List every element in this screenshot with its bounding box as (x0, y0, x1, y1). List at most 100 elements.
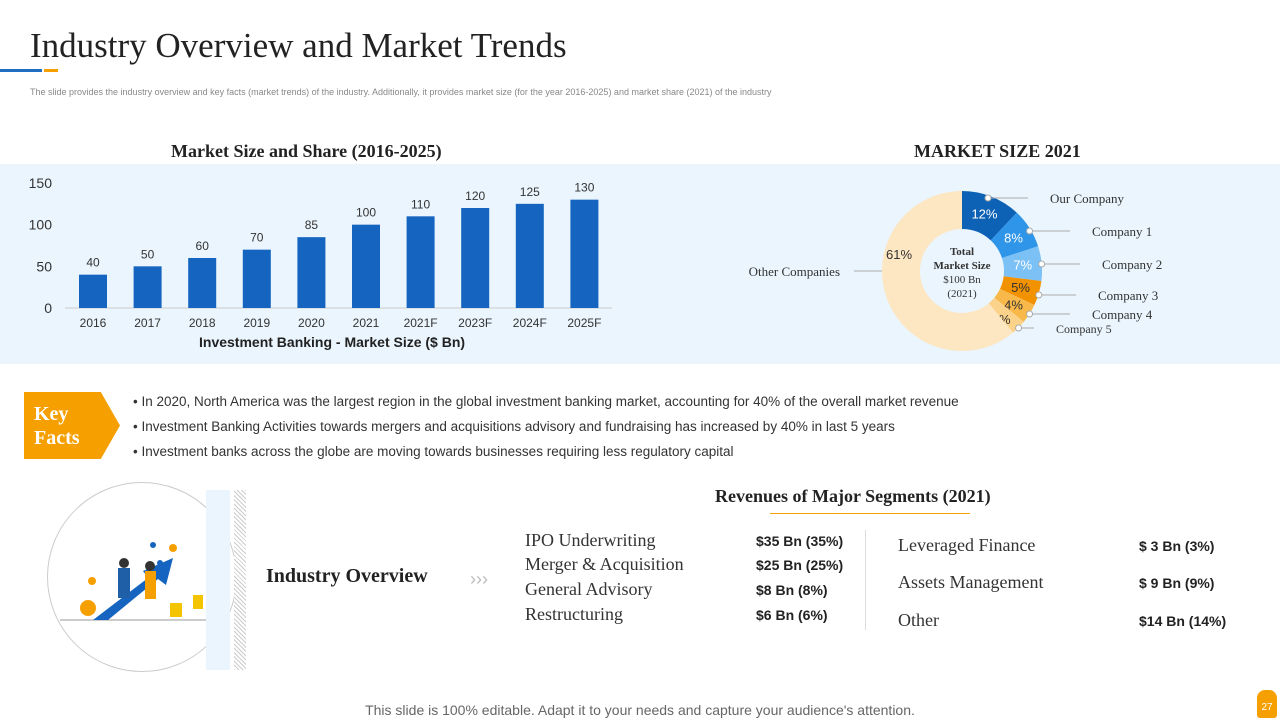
page-subtitle: The slide provides the industry overview… (30, 87, 772, 97)
segment-value: $35 Bn (35%) (756, 533, 844, 549)
segment-name: General Advisory (525, 579, 653, 599)
leader-dot (984, 194, 992, 202)
bar (406, 216, 435, 308)
page-title: Industry Overview and Market Trends (30, 26, 567, 65)
key-fact-text: Investment banks across the globe are mo… (141, 444, 734, 459)
donut-slice (988, 297, 1024, 333)
bar-data-label: 120 (465, 189, 485, 203)
x-tick-label: 2021 (353, 316, 380, 330)
divider-panel (206, 490, 230, 670)
segment-value: $8 Bn (8%) (756, 582, 828, 598)
slice-percent-label: 8% (1004, 230, 1023, 245)
segment-value: $6 Bn (6%) (756, 607, 828, 623)
chevrons-icon: ››› (470, 569, 488, 589)
y-tick-label: 100 (29, 217, 53, 233)
slice-name-label: Other Companies (749, 264, 840, 279)
segment-name: Merger & Acquisition (525, 554, 684, 574)
slice-name-label: Company 5 (1056, 322, 1112, 336)
slice-name-label: Our Company (1050, 191, 1125, 206)
business-growth-illustration (60, 542, 218, 621)
bar (79, 274, 107, 308)
segment-name: Restructuring (525, 604, 623, 624)
segments-title: Revenues of Major Segments (2021) (715, 486, 991, 506)
segment-name: Leveraged Finance (898, 535, 1036, 555)
bar (352, 224, 380, 308)
leader-dot (1035, 291, 1043, 299)
center-label: (2021) (947, 288, 977, 300)
bar-chart-xlabel: Investment Banking - Market Size ($ Bn) (199, 334, 466, 350)
key-fact-1: • In 2020, North America was the largest… (133, 394, 959, 409)
bar-data-label: 40 (86, 256, 100, 270)
slice-percent-label: 4% (1004, 298, 1023, 313)
footer-note: This slide is 100% editable. Adapt it to… (365, 702, 915, 718)
bar-data-label: 125 (520, 185, 540, 199)
key-fact-3: • Investment banks across the globe are … (133, 444, 734, 459)
center-label: $100 Bn (943, 274, 981, 286)
donut-slice (1001, 246, 1042, 282)
bar (188, 258, 217, 308)
segment-value: $14 Bn (14%) (1139, 613, 1227, 629)
slice-name-label: Company 3 (1098, 288, 1158, 303)
center-label: Total (950, 246, 974, 258)
key-fact-text: In 2020, North America was the largest r… (141, 394, 959, 409)
donut-slice (990, 212, 1039, 259)
bar-chart-title: Market Size and Share (2016-2025) (171, 141, 442, 161)
x-tick-label: 2017 (134, 316, 161, 330)
center-label: Market Size (933, 260, 990, 272)
x-tick-label: 2023F (458, 316, 492, 330)
segment-name: Assets Management (898, 572, 1044, 592)
slice-name-label: Company 2 (1102, 257, 1162, 272)
leader-dot (1038, 260, 1046, 268)
key-facts-badge: Key Facts (24, 392, 120, 459)
industry-overview-heading: Industry Overview (266, 565, 428, 587)
x-tick-label: 2024F (513, 316, 547, 330)
bar-data-label: 50 (141, 247, 155, 261)
x-tick-label: 2018 (189, 316, 216, 330)
bar-chart: 0 50 100 150 40 2016 50 2017 60 2018 70 2019 85 2020 1… (29, 175, 612, 330)
bar (515, 203, 544, 308)
slice-percent-label: 5% (1011, 280, 1030, 295)
segments-divider (865, 530, 866, 630)
x-tick-label: 2020 (298, 316, 325, 330)
slice-name-label: Company 1 (1092, 224, 1152, 239)
donut-slice (882, 191, 1013, 351)
donut-slice (994, 288, 1035, 322)
segment-value: $ 9 Bn (9%) (1139, 575, 1215, 591)
bar-data-label: 110 (411, 197, 430, 211)
bar-data-label: 70 (250, 231, 264, 245)
x-tick-label: 2025F (567, 316, 601, 330)
slice-percent-label: 61% (886, 247, 912, 262)
bar (461, 208, 490, 308)
leader-dot (1026, 310, 1034, 318)
bar-data-label: 100 (356, 206, 376, 220)
slice-percent-label: 7% (1013, 257, 1032, 272)
bar (570, 199, 599, 308)
donut-slice (962, 191, 1017, 241)
segment-value: $25 Bn (25%) (756, 557, 844, 573)
key-fact-2: • Investment Banking Activities towards … (133, 419, 895, 434)
x-tick-label: 2019 (243, 316, 270, 330)
bar-data-label: 85 (305, 218, 319, 232)
bar (133, 266, 162, 308)
slice-percent-label: 12% (971, 206, 997, 221)
segment-name: Other (898, 610, 939, 630)
bar-data-label: 60 (196, 239, 210, 253)
x-tick-label: 2016 (80, 316, 107, 330)
bar (297, 237, 326, 308)
segment-name: IPO Underwriting (525, 530, 656, 550)
title-underline-accent (44, 69, 58, 72)
hatched-divider (234, 490, 246, 670)
y-tick-label: 0 (44, 300, 52, 316)
x-tick-label: 2021F (404, 316, 438, 330)
segments-title-underline (770, 513, 970, 514)
donut-chart-title: MARKET SIZE 2021 (914, 141, 1081, 161)
leader-dot (1015, 324, 1023, 332)
y-tick-label: 50 (36, 258, 52, 274)
key-fact-text: Investment Banking Activities towards me… (141, 419, 895, 434)
title-underline (0, 69, 42, 72)
key-facts-label: Key Facts (34, 403, 80, 449)
segment-value: $ 3 Bn (3%) (1139, 538, 1215, 554)
leader-dot (1026, 227, 1034, 235)
y-tick-label: 150 (29, 175, 53, 191)
page-number: 27 (1257, 690, 1277, 718)
